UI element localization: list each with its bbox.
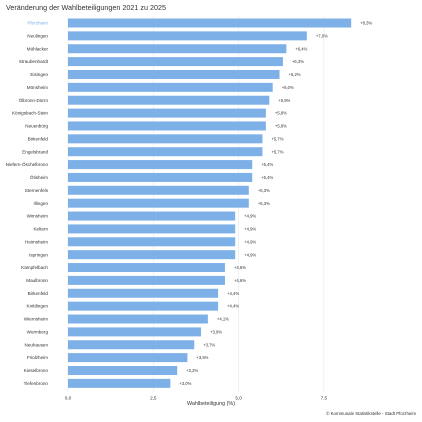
- value-label: +5,7%: [271, 149, 283, 154]
- x-tick-label: 2,5: [150, 396, 157, 401]
- value-label: +5,3%: [258, 188, 270, 193]
- bar: [68, 198, 249, 208]
- bar: [68, 57, 283, 67]
- x-tick-label: 5,0: [235, 396, 242, 401]
- bar: [68, 275, 225, 285]
- bar: [68, 237, 236, 247]
- bar: [68, 147, 263, 157]
- bar: [68, 353, 188, 363]
- bar: [68, 44, 287, 54]
- category-label: Neuhausen: [25, 342, 49, 347]
- bar: [68, 18, 352, 28]
- value-label: +5,4%: [261, 175, 273, 180]
- value-label: +3,7%: [203, 342, 215, 347]
- category-label: Königsbach-Stein: [12, 111, 48, 116]
- x-tick-label: 7,5: [321, 396, 328, 401]
- bar: [68, 327, 202, 337]
- value-label: +4,4%: [227, 304, 239, 309]
- category-labels: Pforzheim Neulingen Mühlacker Straubenhardt…: [6, 21, 49, 386]
- bar: [68, 69, 280, 79]
- bar: [68, 224, 236, 234]
- category-label: Friolzheim: [27, 355, 48, 360]
- value-label: +4,1%: [217, 317, 229, 322]
- bar: [68, 378, 171, 388]
- category-label: Straubenhardt: [19, 59, 49, 64]
- category-label: Wimsheim: [27, 214, 49, 219]
- value-label: +5,8%: [275, 111, 287, 116]
- category-label: Mönsheim: [27, 85, 48, 90]
- category-label: Ötisheim: [30, 174, 48, 180]
- bar: [68, 211, 236, 221]
- x-axis-ticks: 0,0 2,5 5,0 7,5: [65, 396, 328, 401]
- category-label: Wurmberg: [27, 329, 49, 334]
- bar: [68, 301, 219, 311]
- value-label: +6,2%: [289, 72, 301, 77]
- value-label: +8,3%: [360, 21, 372, 26]
- bar: [68, 250, 236, 260]
- value-label: +5,4%: [261, 162, 273, 167]
- bar: [68, 134, 263, 144]
- value-label: +5,8%: [275, 124, 287, 129]
- value-label: +4,9%: [244, 252, 256, 257]
- bar: [68, 288, 219, 298]
- value-label: +4,9%: [244, 227, 256, 232]
- value-label: +6,4%: [295, 46, 307, 51]
- category-label: Neulingen: [27, 33, 48, 38]
- value-label: +7,0%: [316, 33, 328, 38]
- value-label: +3,5%: [196, 355, 208, 360]
- bar: [68, 172, 253, 182]
- value-label: +3,2%: [186, 368, 198, 373]
- category-label: Birkenfeld: [28, 136, 49, 141]
- category-label: Ispringen: [29, 252, 48, 257]
- category-label: Illingen: [33, 201, 48, 206]
- category-label: Tiefenbronn: [24, 381, 49, 386]
- value-label: +6,3%: [292, 59, 304, 64]
- value-labels: +8,3% +7,0% +6,4% +6,3% +6,2% +6,0% +5,9% +5,8%…: [179, 21, 372, 386]
- category-label: Wiernsheim: [24, 317, 48, 322]
- source-note: © Kommunale Statistikstelle - Stadt Pfor…: [326, 411, 416, 416]
- value-label: +4,6%: [234, 278, 246, 283]
- bar: [68, 31, 307, 41]
- value-label: +6,0%: [282, 85, 294, 90]
- category-label: Birkenfeld: [28, 291, 49, 296]
- bar: [68, 263, 225, 273]
- bar: [68, 340, 195, 350]
- category-label: Mühlacker: [27, 46, 49, 51]
- chart-title: Veränderung der Wahlbeteiligungen 2021 z…: [6, 3, 166, 12]
- bar: [68, 160, 253, 170]
- value-label: +4,9%: [244, 239, 256, 244]
- value-label: +5,3%: [258, 201, 270, 206]
- category-label: Kieselbronn: [24, 368, 49, 373]
- bar: [68, 95, 270, 105]
- value-label: +5,9%: [278, 98, 290, 103]
- value-label: +3,0%: [179, 381, 191, 386]
- category-label: Pforzheim: [27, 21, 48, 26]
- category-label: Niefern-Öschelbronn: [6, 161, 49, 167]
- value-label: +4,4%: [227, 291, 239, 296]
- category-label: Kämpfelbach: [21, 265, 48, 270]
- category-label: Heimsheim: [25, 239, 48, 244]
- value-label: +4,9%: [244, 214, 256, 219]
- category-label: Engelsbrand: [22, 149, 48, 154]
- category-label: Keltern: [33, 227, 48, 232]
- bar: [68, 108, 266, 118]
- bar: [68, 121, 266, 131]
- x-axis-title: Wahlbeteiligung (%): [186, 401, 236, 407]
- bar: [68, 185, 249, 195]
- value-label: +4,6%: [234, 265, 246, 270]
- bar: [68, 365, 178, 375]
- value-label: +3,9%: [210, 329, 222, 334]
- bar: [68, 82, 273, 92]
- category-label: Ölbronn-Dürrn: [19, 97, 49, 103]
- category-label: Eisingen: [30, 72, 48, 77]
- category-label: Sternenfels: [25, 188, 49, 193]
- category-label: Maulbronn: [26, 278, 48, 283]
- bar: [68, 314, 208, 324]
- category-label: Neuenbürg: [25, 124, 48, 129]
- value-label: +5,7%: [271, 136, 283, 141]
- category-label: Knittlingen: [27, 304, 49, 309]
- bars: [68, 18, 352, 388]
- x-tick-label: 0,0: [65, 396, 72, 401]
